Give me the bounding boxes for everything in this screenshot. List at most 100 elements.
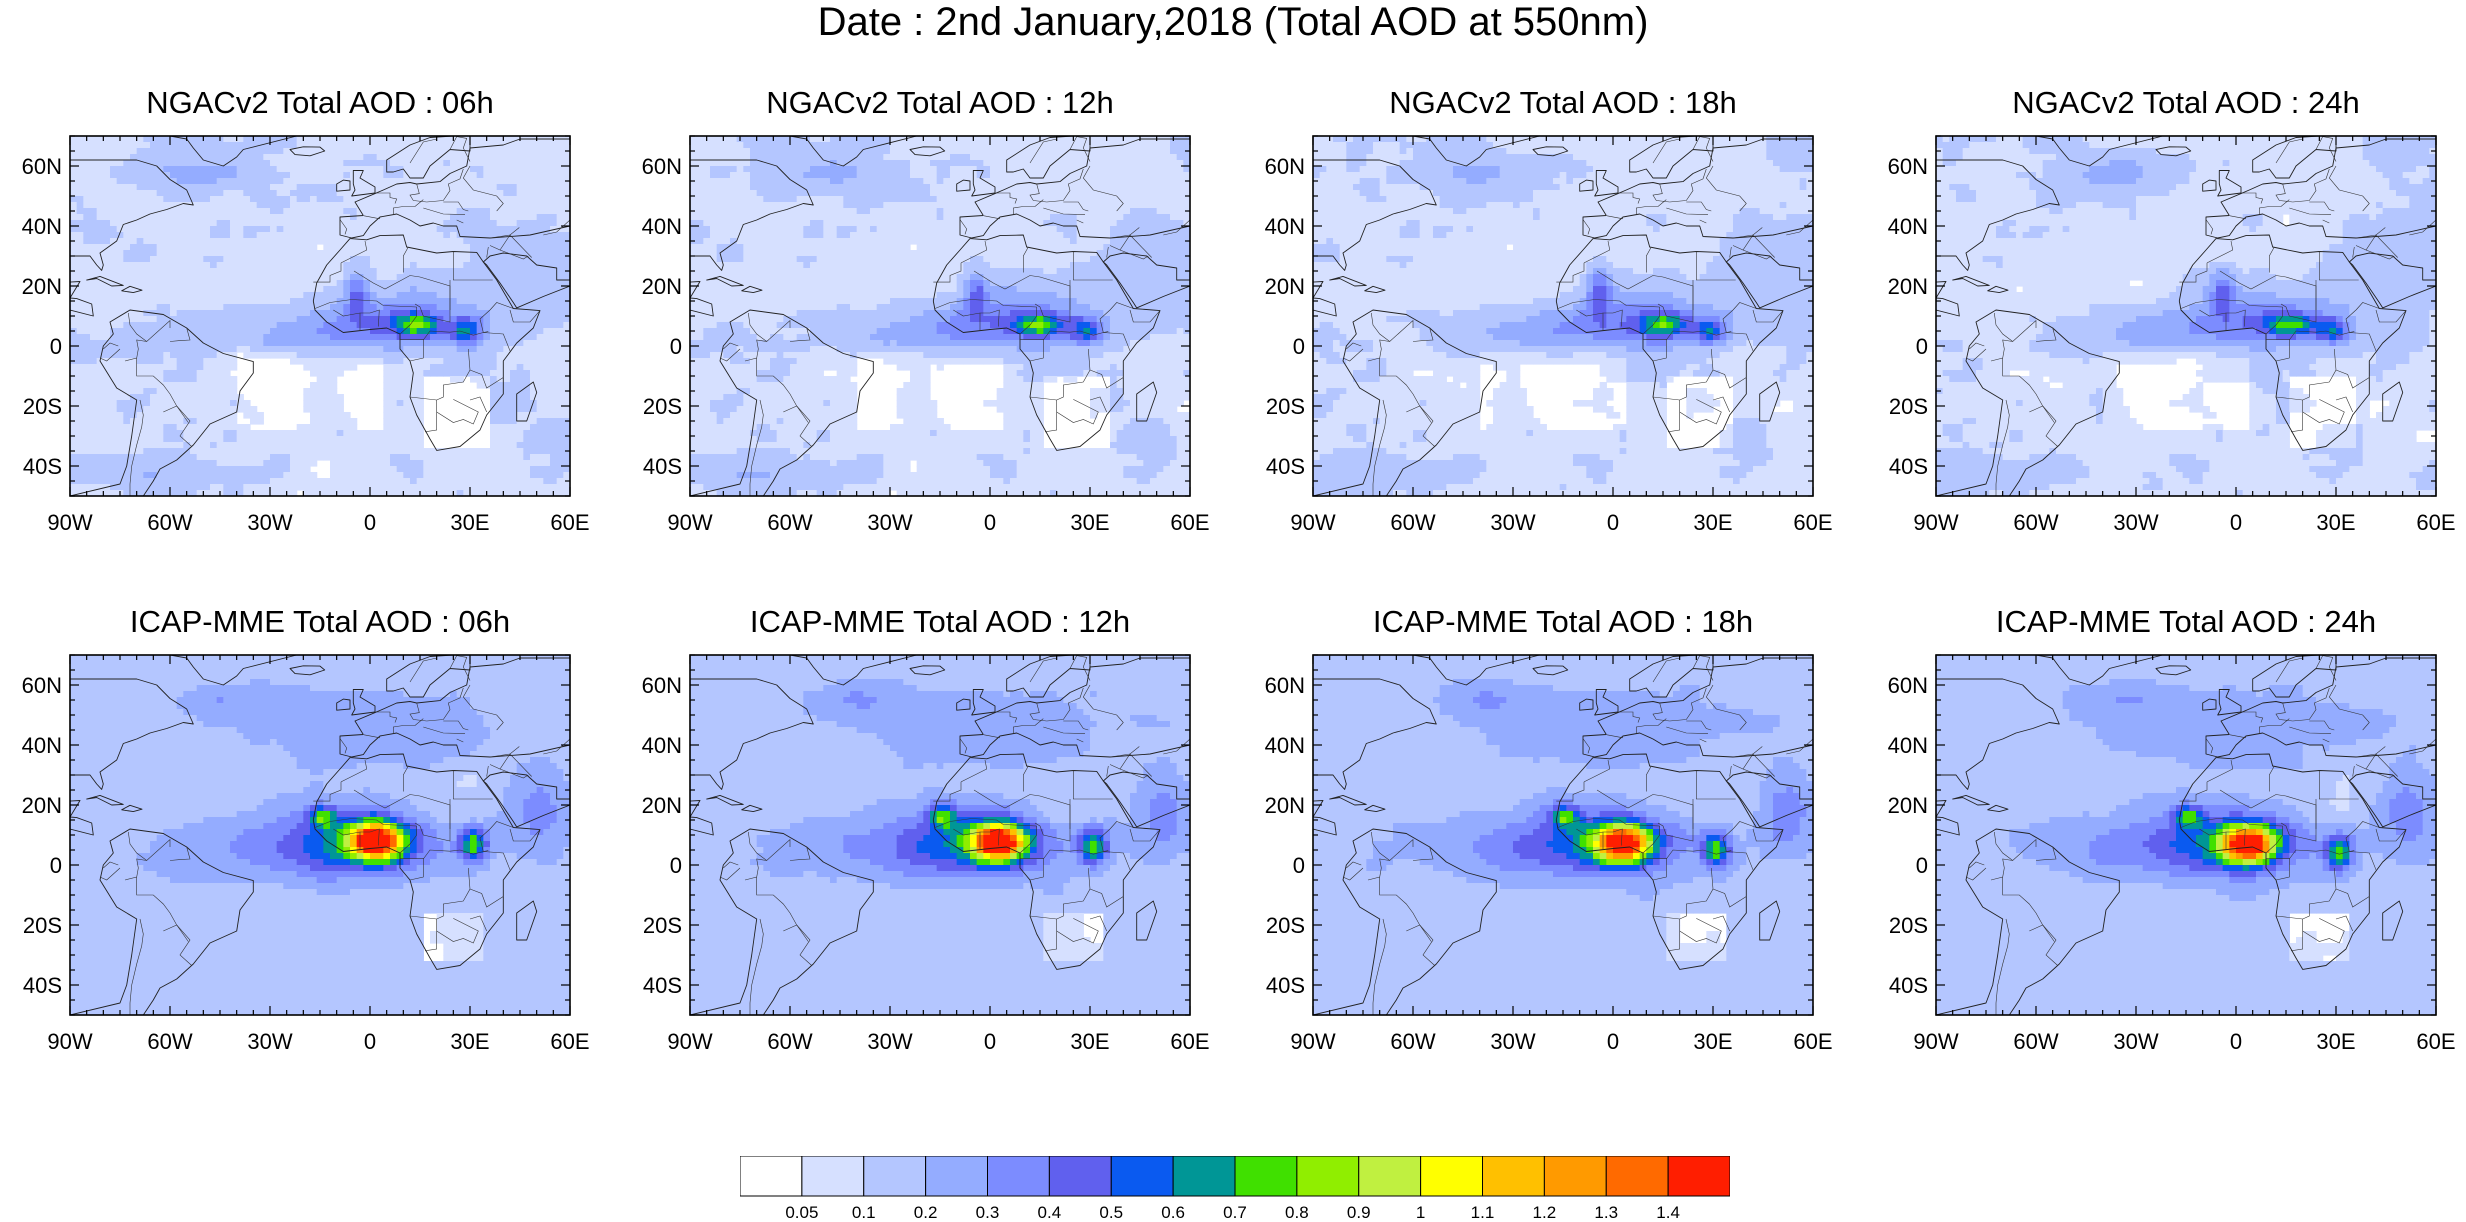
axis-ticks xyxy=(1935,654,2437,1016)
colorbar-label: 1 xyxy=(1416,1203,1425,1222)
axis-ticks xyxy=(69,654,571,1016)
lon-tick-label: 30W xyxy=(1490,510,1535,535)
lat-tick-label: 40N xyxy=(22,733,62,758)
lat-tick-label: 20S xyxy=(1266,394,1305,419)
lon-tick-label: 60E xyxy=(1170,510,1209,535)
lon-tick-label: 0 xyxy=(1607,1029,1619,1054)
axis-ticks xyxy=(1312,135,1814,497)
lon-tick-label: 60E xyxy=(2416,1029,2455,1054)
lon-tick-label: 60W xyxy=(1390,1029,1435,1054)
lat-tick-label: 60N xyxy=(1265,154,1305,179)
colorbar-swatch xyxy=(1420,1156,1484,1197)
panel-title: ICAP-MME Total AOD : 06h xyxy=(70,605,570,639)
panel-title: NGACv2 Total AOD : 18h xyxy=(1313,86,1813,120)
lat-tick-label: 60N xyxy=(1265,673,1305,698)
lon-tick-label: 30W xyxy=(2113,510,2158,535)
coastlines xyxy=(1936,136,2436,496)
lon-tick-label: 30W xyxy=(867,1029,912,1054)
lat-tick-label: 40S xyxy=(1889,973,1928,998)
lat-tick-label: 40N xyxy=(1888,214,1928,239)
lon-tick-label: 30W xyxy=(247,510,292,535)
lon-tick-label: 60W xyxy=(147,1029,192,1054)
colorbar-swatch xyxy=(1234,1156,1298,1197)
colorbar-swatch xyxy=(1667,1156,1730,1197)
lon-tick-label: 30E xyxy=(2316,510,2355,535)
coastlines xyxy=(1936,655,2436,1015)
lon-tick-label: 90W xyxy=(1913,1029,1958,1054)
aod-field xyxy=(70,136,570,496)
colorbar-label: 0.1 xyxy=(852,1203,876,1222)
map-panel: NGACv2 Total AOD : 24h 60N 40N 20N 0 20S 40S 90… xyxy=(1888,86,2456,536)
country-borders xyxy=(99,655,570,1015)
panel-title: NGACv2 Total AOD : 06h xyxy=(70,86,570,120)
lat-tick-label: 20N xyxy=(1888,793,1928,818)
lat-tick-label: 40N xyxy=(1265,733,1305,758)
lat-tick-label: 20N xyxy=(22,793,62,818)
lon-tick-label: 0 xyxy=(2230,1029,2242,1054)
lat-tick-label: 20S xyxy=(643,394,682,419)
coastlines xyxy=(1313,655,1813,1015)
map-panel: ICAP-MME Total AOD : 06h 60N 40N 20N 0 20S 40S… xyxy=(22,605,590,1055)
colorbar-swatch xyxy=(1296,1156,1360,1197)
lon-tick-label: 60W xyxy=(1390,510,1435,535)
aod-map: 60N 40N 20N 0 20S 40S 90W 60W 30W 0 30E 60E xyxy=(1888,135,2456,535)
lon-tick-label: 90W xyxy=(1290,510,1335,535)
lon-tick-label: 60W xyxy=(767,510,812,535)
lon-tick-label: 30W xyxy=(247,1029,292,1054)
lat-tick-label: 40S xyxy=(23,454,62,479)
coastlines xyxy=(70,655,570,1015)
lat-tick-label: 40N xyxy=(1888,733,1928,758)
lon-tick-label: 60E xyxy=(1793,1029,1832,1054)
lat-tick-label: 60N xyxy=(22,154,62,179)
lat-tick-label: 40S xyxy=(1889,454,1928,479)
aod-field xyxy=(1936,136,2436,496)
lon-tick-label: 60E xyxy=(1170,1029,1209,1054)
colorbar-swatch xyxy=(1605,1156,1669,1197)
lat-tick-label: 20N xyxy=(22,274,62,299)
lat-tick-label: 0 xyxy=(1916,853,1928,878)
lat-tick-label: 60N xyxy=(642,154,682,179)
lon-tick-label: 30E xyxy=(1070,1029,1109,1054)
lat-tick-label: 20S xyxy=(23,913,62,938)
country-borders xyxy=(1965,136,2436,496)
lat-tick-label: 20N xyxy=(1265,793,1305,818)
lon-tick-label: 60W xyxy=(767,1029,812,1054)
country-borders xyxy=(1342,136,1813,496)
coastlines xyxy=(70,136,570,496)
country-borders xyxy=(719,136,1190,496)
colorbar-label: 1.1 xyxy=(1471,1203,1495,1222)
aod-map: 60N 40N 20N 0 20S 40S 90W 60W 30W 0 30E 60E xyxy=(1265,654,1833,1054)
panel-title: NGACv2 Total AOD : 12h xyxy=(690,86,1190,120)
colorbar-swatch xyxy=(1172,1156,1236,1197)
aod-field xyxy=(1936,655,2436,1015)
country-borders xyxy=(99,136,570,496)
colorbar-swatch xyxy=(987,1156,1050,1197)
lat-tick-label: 40S xyxy=(1266,454,1305,479)
lat-tick-label: 20N xyxy=(642,274,682,299)
axis-ticks xyxy=(69,135,571,497)
lon-tick-label: 0 xyxy=(2230,510,2242,535)
lon-tick-label: 30E xyxy=(1070,510,1109,535)
map-panel: NGACv2 Total AOD : 12h 60N 40N 20N 0 20S 40S 90… xyxy=(642,86,1210,536)
map-panel: ICAP-MME Total AOD : 24h 60N 40N 20N 0 20S 40S… xyxy=(1888,605,2456,1055)
colorbar-label: 1.3 xyxy=(1594,1203,1618,1222)
coastlines xyxy=(690,655,1190,1015)
aod-map: 60N 40N 20N 0 20S 40S 90W 60W 30W 0 30E 60E xyxy=(1265,135,1833,535)
colorbar-swatch xyxy=(1358,1156,1422,1197)
map-panel: ICAP-MME Total AOD : 12h 60N 40N 20N 0 20S 40S… xyxy=(642,605,1210,1055)
lat-tick-label: 40S xyxy=(1266,973,1305,998)
lon-tick-label: 60E xyxy=(550,510,589,535)
coastlines xyxy=(690,136,1190,496)
colorbar-label: 0.7 xyxy=(1223,1203,1247,1222)
colorbar-swatch xyxy=(1110,1156,1174,1197)
lon-tick-label: 0 xyxy=(1607,510,1619,535)
axis-ticks xyxy=(1935,135,2437,497)
lat-tick-label: 60N xyxy=(642,673,682,698)
lon-tick-label: 30W xyxy=(867,510,912,535)
aod-map: 60N 40N 20N 0 20S 40S 90W 60W 30W 0 30E 60E xyxy=(22,654,590,1054)
axis-ticks xyxy=(1312,654,1814,1016)
lon-tick-label: 60E xyxy=(1793,510,1832,535)
colorbar-label: 0.05 xyxy=(785,1203,818,1222)
colorbar-swatch xyxy=(740,1156,803,1197)
